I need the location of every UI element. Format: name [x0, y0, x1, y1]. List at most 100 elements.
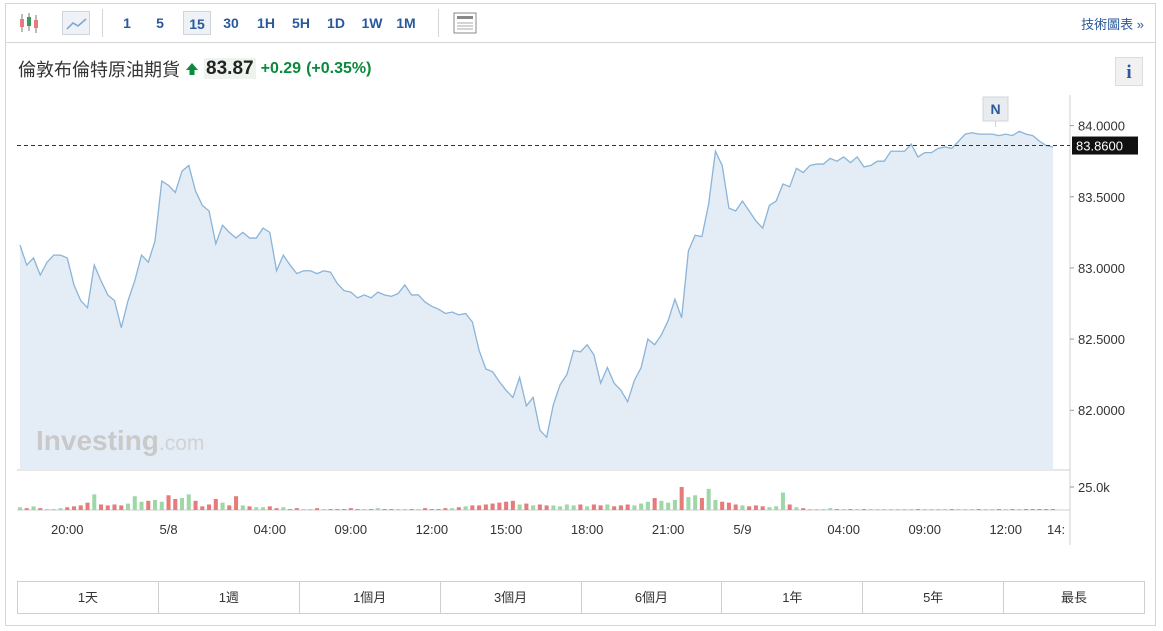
volume-bar — [531, 505, 536, 510]
volume-bar — [38, 508, 43, 510]
interval-button[interactable]: 5H — [292, 15, 310, 31]
interval-button[interactable]: 30 — [223, 15, 239, 31]
volume-bar — [71, 506, 77, 510]
range-button[interactable]: 最長 — [1003, 582, 1144, 613]
volume-bar — [564, 504, 569, 510]
interval-button[interactable]: 1H — [257, 15, 275, 31]
volume-bar — [855, 509, 860, 510]
candlestick-icon[interactable] — [17, 11, 41, 35]
volume-bar — [321, 509, 326, 510]
volume-bar — [713, 499, 718, 510]
volume-bar — [315, 508, 320, 510]
volume-bar — [294, 508, 299, 510]
volume-bar — [166, 495, 171, 510]
technical-chart-link[interactable]: 技術圖表 » — [1081, 17, 1144, 32]
volume-bar — [760, 506, 765, 510]
volume-bar — [443, 508, 448, 510]
volume-bar — [949, 509, 954, 510]
volume-bar — [841, 509, 846, 510]
volume-bar — [173, 498, 178, 510]
volume-bar — [362, 509, 367, 510]
volume-bar — [895, 509, 900, 510]
volume-bar — [1050, 509, 1056, 510]
volume-bar — [429, 509, 434, 510]
volume-bar — [200, 506, 205, 510]
range-button[interactable]: 1天 — [77, 590, 99, 605]
y-tick-label: 83.5000 — [1078, 190, 1125, 205]
volume-bar — [821, 509, 826, 510]
volume-bar — [105, 505, 110, 510]
volume-bar — [1003, 509, 1008, 510]
volume-bar — [65, 507, 70, 510]
info-button[interactable]: i — [1115, 57, 1143, 86]
volume-bar — [119, 505, 124, 510]
volume-bar — [969, 509, 975, 510]
volume-bar — [1030, 509, 1035, 510]
price-line — [19, 130, 1054, 439]
volume-bar — [537, 504, 542, 510]
volume-bar — [85, 502, 90, 510]
toolbar: 1 5 15 30 1H 5H 1D 1W 1M 技術圖表 » — [5, 3, 1156, 43]
volume-bar — [807, 509, 812, 510]
range-button[interactable]: 1週 — [157, 582, 299, 613]
volume-bar — [544, 505, 549, 510]
range-button[interactable]: 1年 — [721, 582, 862, 613]
volume-bar — [193, 500, 198, 510]
volume-bar — [571, 505, 576, 510]
volume-bar — [699, 498, 704, 510]
y-tick-label: 83.0000 — [1078, 261, 1125, 276]
volume-bar — [828, 508, 833, 510]
volume-bar — [220, 502, 225, 510]
instrument-header: 倫敦布倫特原油期貨 83.87 +0.29 (+0.35%) — [18, 56, 371, 82]
volume-bar — [456, 507, 461, 510]
interval-button[interactable]: 1M — [396, 15, 416, 31]
volume-bar — [355, 509, 360, 510]
volume-bar — [693, 495, 698, 510]
volume-bar — [942, 509, 947, 510]
volume-bar — [288, 509, 293, 510]
volume-bar — [267, 506, 272, 510]
volume-bar — [585, 506, 590, 510]
x-tick-label: 12:00 — [416, 522, 449, 537]
x-tick-label: 14: — [1047, 522, 1065, 537]
volume-bar — [247, 506, 252, 510]
interval-button[interactable]: 1W — [361, 15, 383, 31]
range-button[interactable]: 6個月 — [580, 582, 722, 613]
range-button[interactable]: 1個月 — [298, 582, 440, 613]
volume-bar — [720, 501, 725, 510]
volume-bar — [551, 505, 556, 510]
volume-bar — [213, 498, 218, 510]
x-tick-label: 15:00 — [490, 522, 523, 537]
volume-bar — [463, 506, 468, 510]
interval-button[interactable]: 15 — [183, 11, 211, 35]
volume-bar — [1023, 509, 1029, 510]
table-icon[interactable] — [452, 11, 478, 35]
x-tick-label: 04:00 — [254, 522, 287, 537]
volume-bar — [747, 506, 752, 510]
interval-button[interactable]: 1D — [327, 15, 345, 31]
volume-bar — [861, 509, 866, 510]
volume-bar — [423, 508, 428, 510]
separator — [438, 9, 439, 37]
interval-button[interactable]: 1 — [123, 15, 131, 31]
volume-bar — [78, 505, 83, 510]
volume-bar — [645, 501, 650, 510]
volume-bar — [605, 504, 610, 510]
volume-bar — [497, 502, 502, 510]
volume-bar — [180, 498, 185, 510]
x-tick-label: 5/8 — [159, 522, 177, 537]
volume-bar — [922, 509, 927, 510]
range-button[interactable]: 5年 — [862, 582, 1003, 613]
range-button[interactable]: 3個月 — [439, 582, 581, 613]
volume-bar — [618, 505, 623, 510]
volume-bar — [558, 506, 563, 510]
interval-button[interactable]: 5 — [156, 15, 164, 31]
volume-bar — [632, 505, 637, 510]
volume-bar — [477, 505, 482, 510]
volume-bar — [510, 500, 515, 510]
volume-bar — [92, 494, 97, 510]
area-icon[interactable] — [62, 11, 90, 35]
widget-frame — [5, 3, 1156, 626]
volume-bar — [234, 496, 239, 510]
price-change-percent: (+0.35%) — [306, 60, 372, 77]
